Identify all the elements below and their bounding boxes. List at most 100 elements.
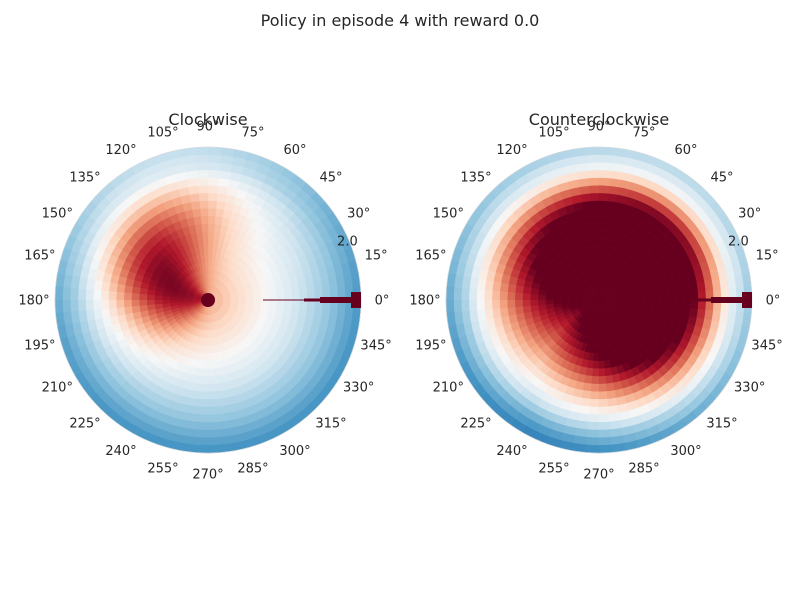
- heatmap-cell: [514, 292, 524, 302]
- heatmap-cell: [206, 169, 220, 179]
- r-tick-label: 2.0: [337, 234, 358, 249]
- theta-tick-label: 90°: [196, 120, 219, 135]
- agent-marker: [201, 293, 215, 307]
- heatmap-cell: [198, 398, 210, 408]
- panel-title: Counterclockwise: [529, 110, 669, 129]
- theta-tick-label: 255°: [147, 462, 178, 477]
- theta-tick-label: 45°: [710, 171, 733, 186]
- heatmap-cell: [597, 208, 608, 217]
- heatmap-cell: [484, 289, 493, 302]
- wedge-segment: [695, 298, 713, 302]
- theta-tick-label: 120°: [496, 143, 527, 158]
- heatmap-cell: [597, 215, 607, 225]
- heatmap-cell: [85, 289, 94, 302]
- heatmap-cell: [230, 299, 239, 303]
- theta-tick-label: 180°: [18, 294, 49, 309]
- heatmap-cell: [522, 293, 531, 302]
- theta-tick-label: 255°: [538, 462, 569, 477]
- heatmap-cell: [597, 169, 611, 179]
- agent-marker: [592, 293, 606, 307]
- heatmap-cell: [461, 287, 470, 302]
- heatmap-cell: [197, 414, 210, 423]
- heatmap-cell: [100, 290, 110, 302]
- heatmap-cell: [54, 286, 64, 302]
- heatmap-cell: [588, 414, 601, 423]
- heatmap-cell: [206, 223, 215, 232]
- theta-tick-label: 285°: [237, 462, 268, 477]
- theta-tick-label: 315°: [315, 417, 346, 432]
- heatmap-cell: [206, 208, 217, 217]
- heatmap-cell: [202, 353, 209, 362]
- heatmap-cell: [207, 230, 215, 240]
- heatmap-cell: [499, 291, 508, 302]
- heatmap-cell: [146, 294, 155, 301]
- heatmap-cell: [203, 345, 209, 354]
- heatmap-cell: [537, 294, 546, 301]
- theta-tick-label: 105°: [538, 125, 569, 140]
- heatmap-cell: [597, 162, 612, 171]
- r-tick-label: 2.0: [728, 234, 749, 249]
- heatmap-cell: [206, 146, 222, 156]
- heatmap-cell: [597, 223, 606, 232]
- panel-title: Clockwise: [168, 110, 247, 129]
- heatmap-cell: [93, 289, 102, 302]
- theta-tick-label: 0°: [766, 294, 781, 309]
- theta-tick-label: 90°: [587, 120, 610, 135]
- heatmap-cell: [587, 421, 601, 431]
- figure-suptitle: Policy in episode 4 with reward 0.0: [261, 11, 540, 30]
- heatmap-cell: [200, 375, 210, 385]
- theta-tick-label: 120°: [105, 143, 136, 158]
- heatmap-cell: [194, 444, 210, 454]
- heatmap-cell: [644, 299, 653, 305]
- heatmap-cell: [138, 293, 148, 301]
- heatmap-cell: [598, 246, 604, 255]
- theta-tick-label: 150°: [433, 207, 464, 222]
- theta-tick-label: 105°: [147, 125, 178, 140]
- theta-tick-label: 330°: [343, 381, 374, 396]
- heatmap-cell: [590, 383, 601, 392]
- heatmap-cell: [62, 287, 72, 302]
- heatmap-cell: [108, 291, 117, 302]
- heatmap-cell: [589, 398, 601, 408]
- theta-tick-label: 0°: [375, 294, 390, 309]
- theta-tick-label: 30°: [738, 207, 761, 222]
- heatmap-cell: [592, 368, 601, 377]
- heatmap-cell: [206, 200, 217, 209]
- heatmap-cell: [591, 375, 601, 385]
- theta-tick-label: 135°: [460, 171, 491, 186]
- heatmap-cell: [453, 287, 463, 302]
- heatmap-cell: [545, 295, 554, 301]
- theta-tick-label: 75°: [632, 125, 655, 140]
- heatmap-cell: [196, 421, 210, 431]
- heatmap-cell: [245, 299, 255, 305]
- heatmap-cell: [586, 429, 601, 438]
- heatmap-cell: [206, 192, 218, 202]
- direction-wedge: [654, 292, 752, 308]
- theta-tick-label: 210°: [42, 381, 73, 396]
- heatmap-cell: [195, 436, 210, 446]
- heatmap-cell: [529, 293, 539, 301]
- heatmap-cell: [253, 299, 262, 305]
- heatmap-cells: [54, 146, 362, 454]
- heatmap-cell: [598, 238, 605, 247]
- heatmap-cell: [206, 215, 216, 225]
- theta-tick-label: 345°: [751, 339, 782, 354]
- heatmap-cell: [636, 299, 646, 305]
- heatmap-cell: [468, 288, 478, 302]
- heatmap-cell: [597, 146, 613, 156]
- heatmap-cell: [206, 154, 221, 164]
- direction-wedge: [263, 292, 361, 308]
- heatmap-cell: [206, 162, 221, 171]
- heatmap-cell: [207, 238, 214, 247]
- theta-tick-label: 300°: [670, 444, 701, 459]
- heatmap-cell: [594, 345, 600, 354]
- theta-tick-label: 75°: [241, 125, 264, 140]
- theta-tick-label: 330°: [734, 381, 765, 396]
- heatmap-cell: [593, 353, 600, 362]
- heatmap-cell: [70, 287, 79, 302]
- polar-panel-clockwise: 0° 15° 30° 45° 60° 75° 90° 105° 120° 135° 150° 165°…: [18, 110, 391, 483]
- theta-tick-label: 165°: [24, 249, 55, 264]
- theta-tick-label: 45°: [319, 171, 342, 186]
- wedge-segment: [320, 297, 352, 303]
- heatmap-cell: [597, 192, 609, 202]
